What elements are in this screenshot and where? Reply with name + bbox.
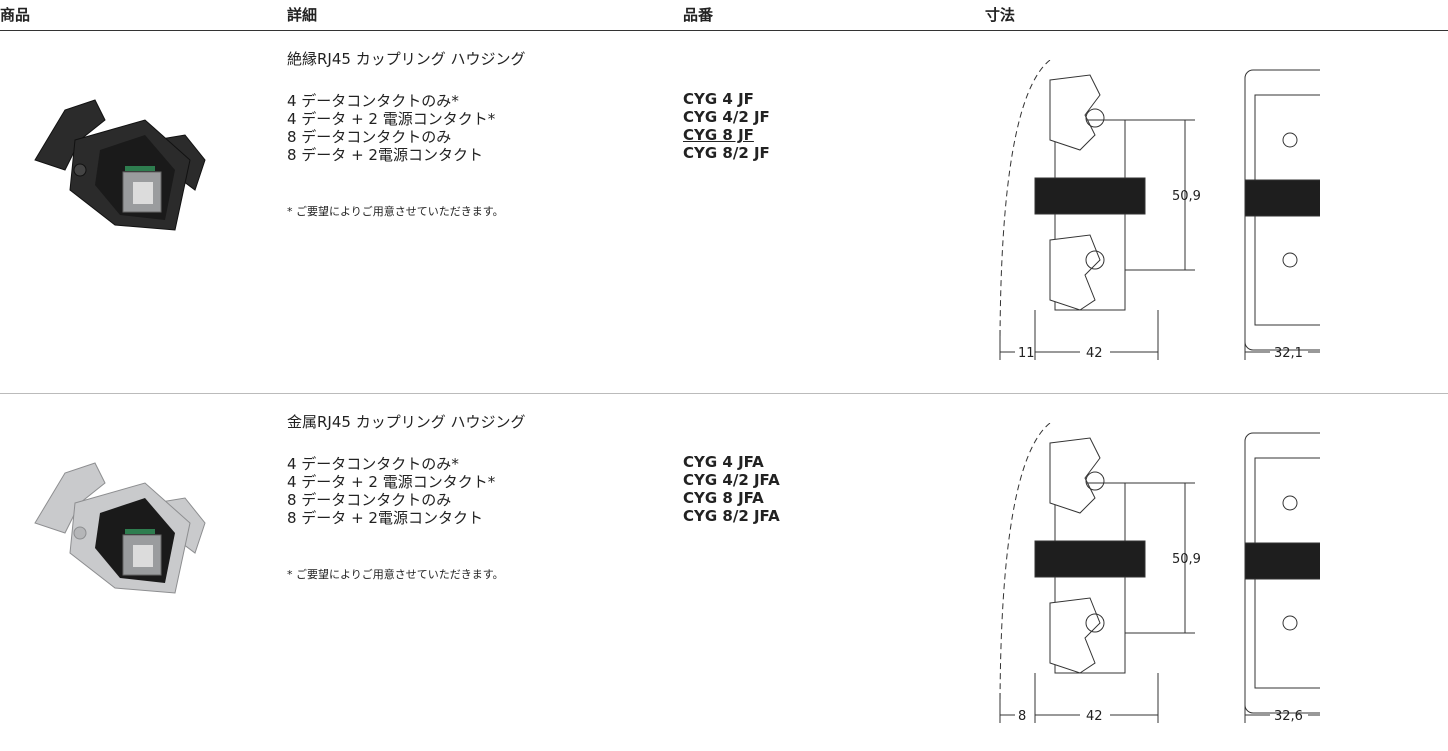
part-number: CYG 8 JFA bbox=[683, 489, 764, 507]
side-latch bbox=[1049, 597, 1101, 674]
dimension-label: 8 bbox=[1018, 709, 1026, 724]
socket-opening bbox=[133, 182, 153, 204]
dimension-label: 42 bbox=[1086, 709, 1103, 724]
pivot bbox=[1085, 471, 1105, 491]
product-row: 絶縁RJ45 カップリング ハウジング 4 データコンタクトのみ* CYG 4 JF… bbox=[0, 30, 1448, 390]
variant: 8 データコンタクトのみ bbox=[287, 128, 452, 146]
variant: 4 データ + 2 電源コンタクト* bbox=[287, 110, 496, 128]
dimension-label: 50,9 bbox=[1172, 189, 1201, 204]
screw bbox=[1282, 615, 1298, 631]
dimension-drawing: 50,9 8 42 32,6 bbox=[999, 423, 1320, 724]
part-number: CYG 4/2 JFA bbox=[683, 471, 780, 489]
socket-opening bbox=[133, 545, 153, 567]
latch bbox=[34, 99, 106, 171]
product-title: 金属RJ45 カップリング ハウジング bbox=[287, 413, 526, 431]
header: 商品 bbox=[0, 6, 31, 24]
screw bbox=[1282, 132, 1298, 148]
part-number: CYG 8/2 JFA bbox=[683, 507, 780, 525]
header: 詳細 bbox=[287, 6, 318, 24]
header: 寸法 bbox=[985, 6, 1016, 24]
dimension-drawing: 50,9 11 42 32,1 bbox=[999, 60, 1320, 361]
screw bbox=[73, 526, 87, 540]
variant: 8 データコンタクトのみ bbox=[287, 491, 452, 509]
side-seal bbox=[1034, 177, 1146, 215]
front-seal bbox=[1244, 542, 1320, 580]
screw bbox=[1282, 495, 1298, 511]
dimension-label: 50,9 bbox=[1172, 552, 1201, 567]
side-latch bbox=[1049, 234, 1101, 311]
part-number: CYG 4 JF bbox=[683, 90, 754, 108]
side-seal bbox=[1034, 540, 1146, 578]
header-rule bbox=[0, 30, 1448, 31]
product-photo bbox=[34, 99, 206, 231]
latch bbox=[34, 462, 106, 534]
part-number-link[interactable]: CYG 8 JF bbox=[683, 126, 754, 144]
dimension-label: 32,1 bbox=[1274, 346, 1303, 361]
dimension-label: 11 bbox=[1018, 346, 1035, 361]
footnote: * ご要望によりご用意させていただきます。 bbox=[287, 568, 504, 581]
row-separator bbox=[0, 393, 1448, 394]
variant: 8 データ + 2電源コンタクト bbox=[287, 146, 483, 164]
pivot bbox=[1085, 613, 1105, 633]
product-title: 絶縁RJ45 カップリング ハウジング bbox=[287, 50, 526, 68]
pivot bbox=[1085, 108, 1105, 128]
variant: 4 データ + 2 電源コンタクト* bbox=[287, 473, 496, 491]
product-row: 金属RJ45 カップリング ハウジング 4 データコンタクトのみ* CYG 4 JF… bbox=[0, 393, 1448, 751]
part-number: CYG 8/2 JF bbox=[683, 144, 770, 162]
variant: 8 データ + 2電源コンタクト bbox=[287, 509, 483, 527]
header: 品番 bbox=[683, 6, 714, 24]
dimension-label: 42 bbox=[1086, 346, 1103, 361]
part-number: CYG 4/2 JF bbox=[683, 108, 770, 126]
contact-strip bbox=[125, 529, 155, 534]
swing-arc bbox=[999, 423, 1051, 714]
product-photo bbox=[34, 462, 206, 594]
contact-strip bbox=[125, 166, 155, 171]
dimension-label: 32,6 bbox=[1274, 709, 1303, 724]
screw bbox=[1282, 252, 1298, 268]
footnote: * ご要望によりご用意させていただきます。 bbox=[287, 205, 504, 218]
variant: 4 データコンタクトのみ* bbox=[287, 92, 459, 110]
screw bbox=[73, 163, 87, 177]
swing-arc bbox=[999, 60, 1051, 351]
part-number: CYG 4 JFA bbox=[683, 453, 764, 471]
variant: 4 データコンタクトのみ* bbox=[287, 455, 459, 473]
front-seal bbox=[1244, 179, 1320, 217]
pivot bbox=[1085, 250, 1105, 270]
